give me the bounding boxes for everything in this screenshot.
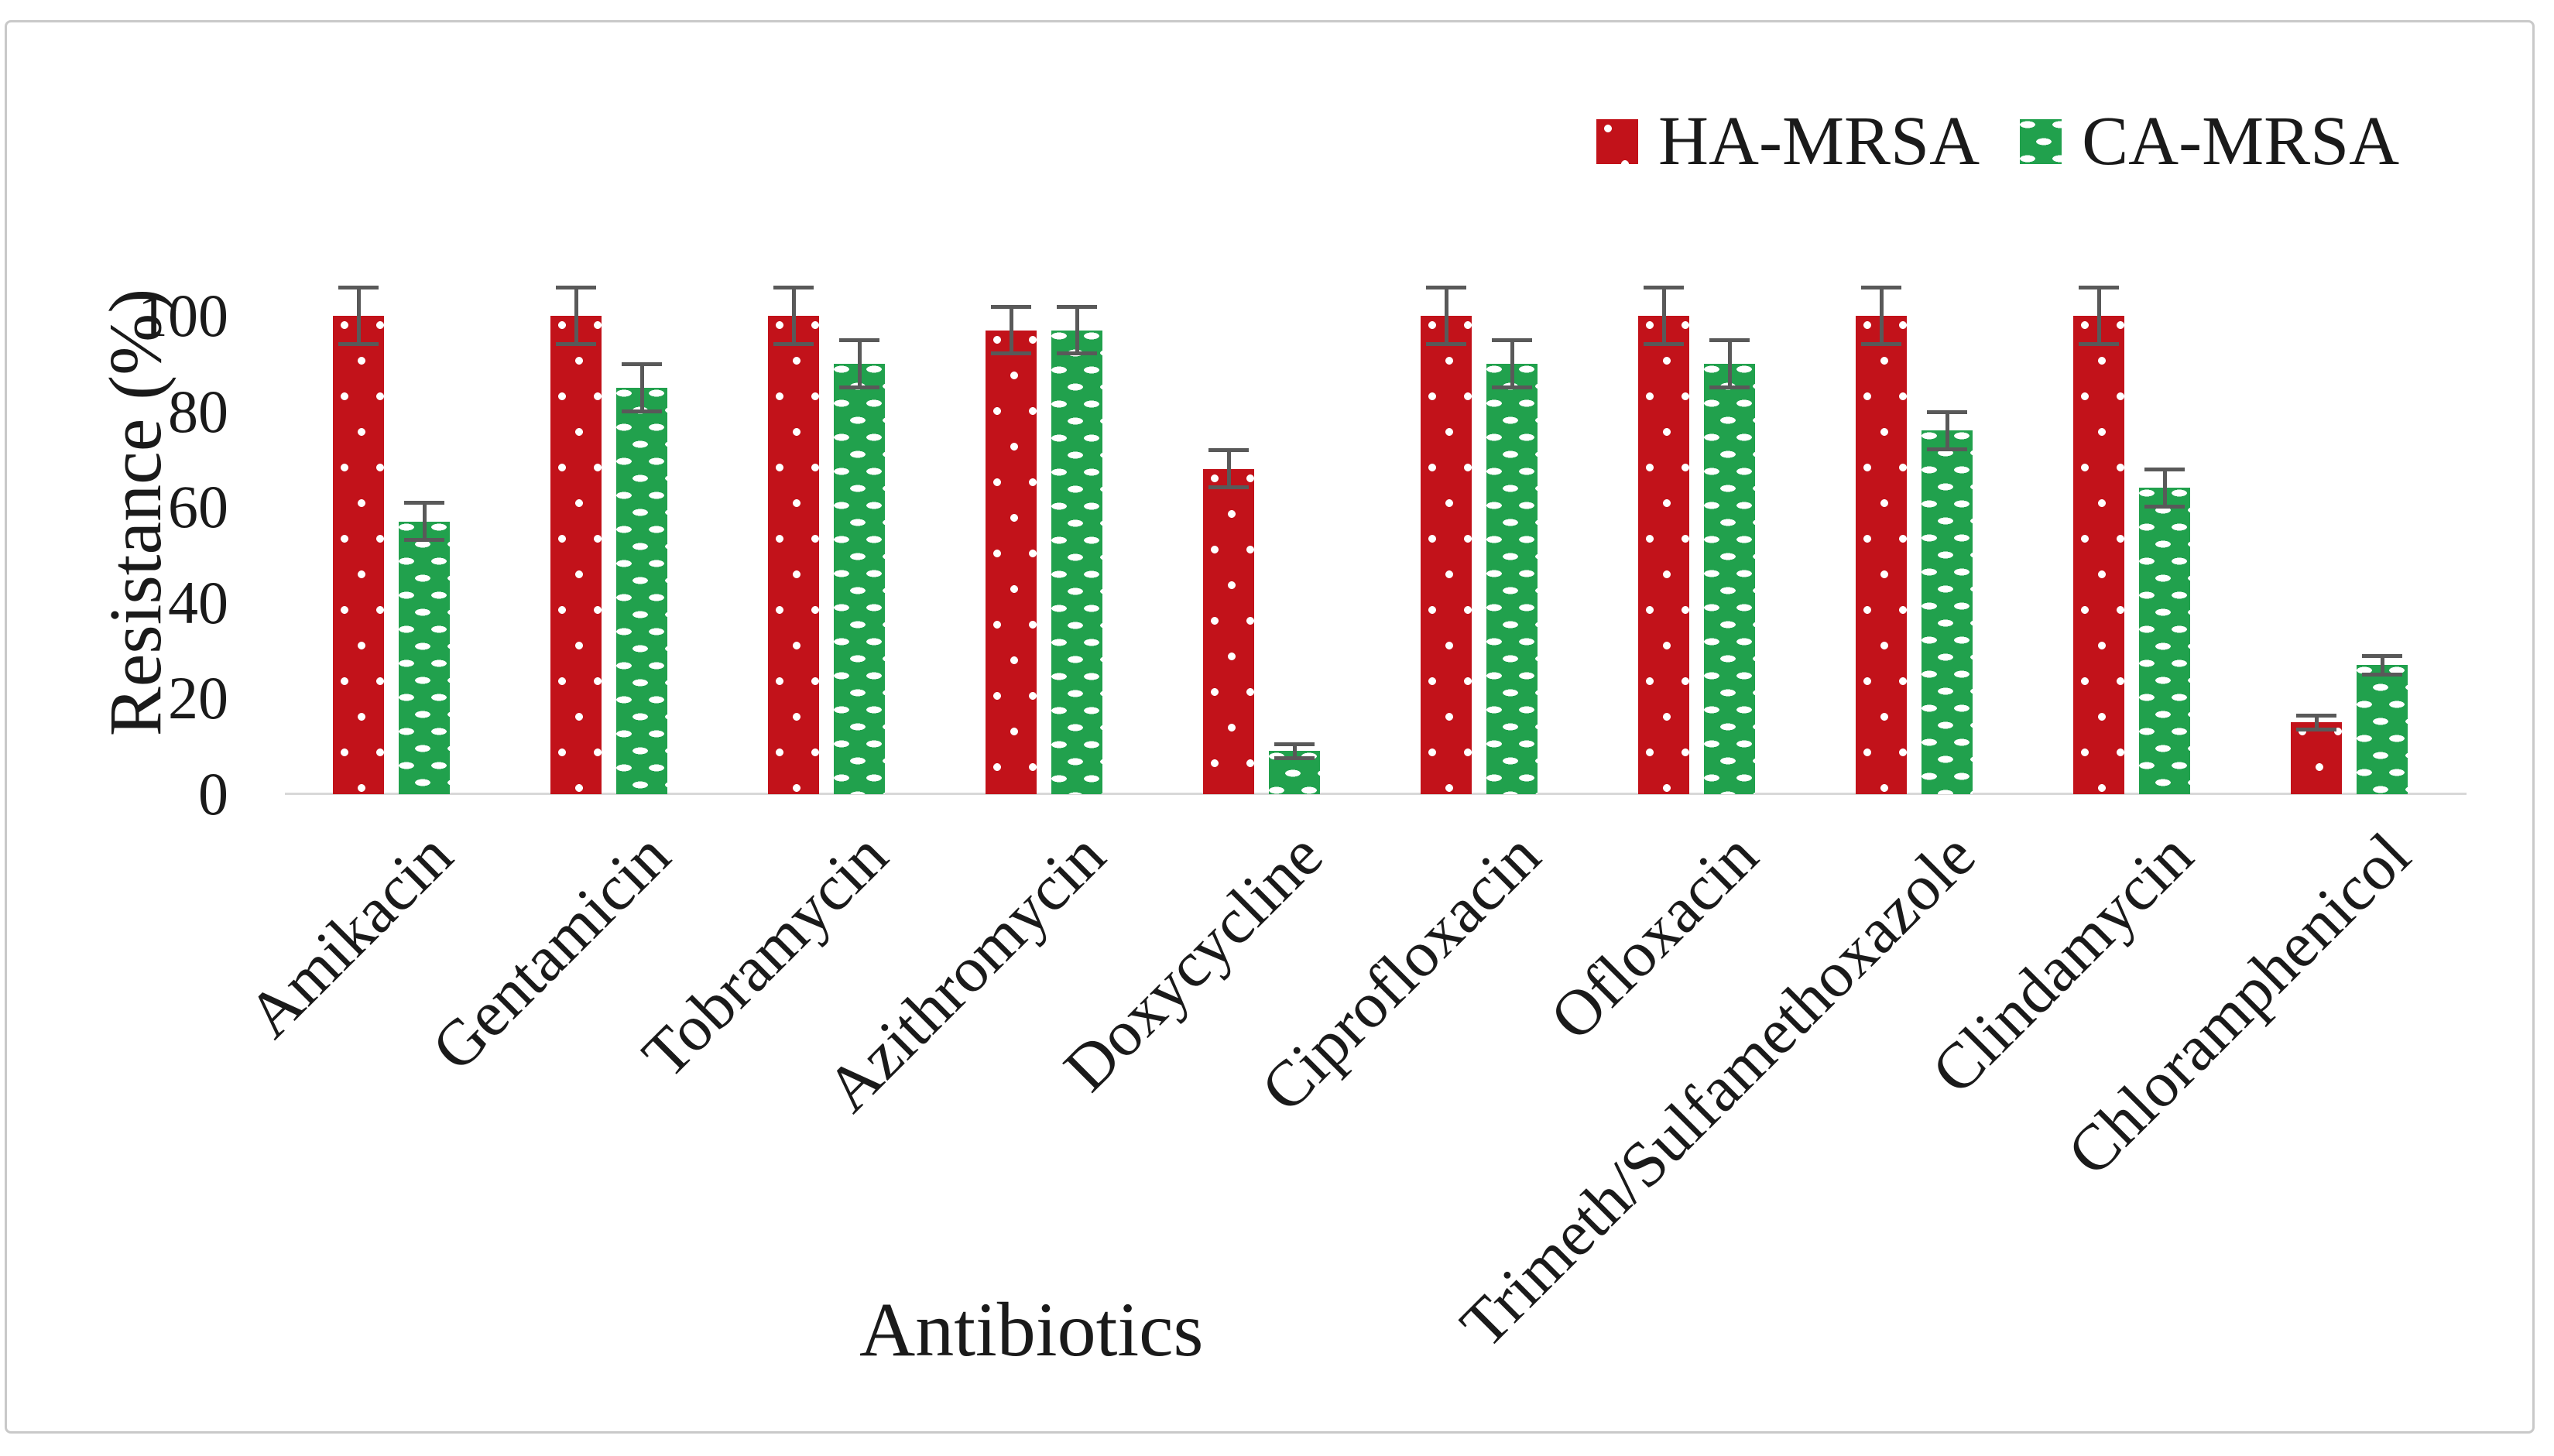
error-bar-cap-bottom — [1274, 755, 1315, 760]
bar-ca-mrsa-tobramycin — [834, 363, 885, 794]
y-tick-label: 60 — [168, 473, 228, 541]
error-bar-line — [1727, 339, 1732, 388]
error-bar-cap-top — [1274, 742, 1315, 747]
bar-ca-mrsa-amikacin — [399, 521, 450, 794]
error-bar-cap-top — [622, 361, 662, 366]
y-tick-label: 20 — [168, 664, 228, 732]
error-bar-line — [791, 286, 796, 345]
x-axis-line — [285, 793, 2467, 795]
y-tick-label: 100 — [138, 282, 228, 349]
error-bar-line — [1661, 286, 1666, 345]
error-bar-cap-bottom — [991, 351, 1031, 356]
error-bar-cap-top — [1709, 337, 1750, 342]
error-bar-line — [2096, 286, 2101, 345]
error-bar-line — [1444, 286, 1448, 345]
error-bar-cap-top — [2362, 653, 2402, 658]
y-tick-label: 40 — [168, 568, 228, 636]
error-bar-cap-top — [1057, 304, 1097, 309]
bar-ca-mrsa-ciprofloxacin — [1486, 363, 1538, 794]
error-bar-line — [1510, 339, 1514, 388]
error-bar-cap-top — [1208, 448, 1249, 453]
bar-ha-mrsa-chloramphenicol — [2291, 722, 2342, 794]
bar-ca-mrsa-ofloxacin — [1704, 363, 1755, 794]
chart-legend: HA-MRSA CA-MRSA — [1596, 107, 2399, 176]
error-bar-cap-bottom — [2296, 727, 2336, 731]
error-bar-cap-top — [773, 285, 814, 289]
error-bar-line — [1292, 744, 1297, 759]
y-tick-label: 0 — [198, 760, 228, 827]
error-bar-cap-bottom — [622, 409, 662, 413]
error-bar-cap-bottom — [1208, 485, 1249, 490]
bar-ha-mrsa-ciprofloxacin — [1421, 316, 1472, 794]
error-bar-cap-top — [2079, 285, 2119, 289]
error-bar-line — [2314, 715, 2319, 730]
error-bar-cap-top — [338, 285, 379, 289]
error-bar-line — [1075, 306, 1079, 355]
error-bar-cap-top — [1492, 337, 1532, 342]
bar-ca-mrsa-chloramphenicol — [2357, 665, 2408, 794]
y-tick-label: 80 — [168, 377, 228, 445]
bar-ca-mrsa-clindamycin — [2139, 488, 2190, 794]
error-bar-cap-top — [1861, 285, 1901, 289]
error-bar-cap-top — [991, 304, 1031, 309]
bar-ha-mrsa-tobramycin — [768, 316, 819, 794]
error-bar-cap-bottom — [1927, 447, 1967, 452]
bar-ha-mrsa-trimeth-sulfamethoxazole — [1856, 316, 1907, 794]
error-bar-cap-top — [1927, 409, 1967, 414]
error-bar-cap-bottom — [2144, 505, 2185, 509]
error-bar-cap-bottom — [1057, 351, 1097, 356]
error-bar-cap-bottom — [556, 342, 596, 347]
legend-swatch-ca-mrsa — [2020, 119, 2062, 164]
error-bar-line — [2380, 655, 2384, 675]
bar-ha-mrsa-azithromycin — [986, 330, 1037, 794]
error-bar-cap-top — [1644, 285, 1684, 289]
error-bar-line — [639, 363, 644, 412]
bar-ca-mrsa-gentamicin — [616, 387, 667, 794]
error-bar-cap-bottom — [773, 342, 814, 347]
bar-ha-mrsa-amikacin — [333, 316, 384, 794]
legend-label-ha-mrsa: HA-MRSA — [1658, 103, 1980, 180]
error-bar-cap-bottom — [2079, 342, 2119, 347]
bar-ca-mrsa-azithromycin — [1051, 330, 1102, 794]
error-bar-cap-bottom — [1644, 342, 1684, 347]
x-axis-title: Antibiotics — [859, 1286, 1204, 1372]
error-bar-cap-top — [2296, 714, 2336, 718]
error-bar-cap-bottom — [338, 342, 379, 347]
error-bar-line — [857, 339, 862, 388]
error-bar-cap-top — [839, 337, 879, 342]
error-bar-cap-bottom — [404, 538, 444, 543]
error-bar-cap-bottom — [1861, 342, 1901, 347]
error-bar-line — [574, 286, 578, 345]
error-bar-line — [2162, 468, 2167, 508]
error-bar-line — [356, 286, 361, 345]
bar-ha-mrsa-clindamycin — [2073, 316, 2124, 794]
bar-ha-mrsa-gentamicin — [550, 316, 602, 794]
error-bar-cap-top — [1426, 285, 1466, 289]
error-bar-line — [1009, 306, 1013, 355]
error-bar-cap-bottom — [1492, 385, 1532, 389]
error-bar-cap-top — [2144, 467, 2185, 471]
error-bar-cap-top — [404, 501, 444, 505]
error-bar-cap-bottom — [1426, 342, 1466, 347]
legend-swatch-ha-mrsa — [1596, 119, 1638, 164]
error-bar-cap-bottom — [839, 385, 879, 389]
error-bar-cap-bottom — [1709, 385, 1750, 389]
error-bar-line — [1879, 286, 1884, 345]
error-bar-line — [1945, 411, 1949, 451]
error-bar-cap-top — [556, 285, 596, 289]
bar-ha-mrsa-doxycycline — [1203, 468, 1254, 794]
error-bar-line — [1226, 450, 1231, 488]
error-bar-line — [422, 502, 427, 541]
legend-label-ca-mrsa: CA-MRSA — [2082, 103, 2400, 180]
error-bar-cap-bottom — [2362, 672, 2402, 677]
bar-ha-mrsa-ofloxacin — [1638, 316, 1689, 794]
bar-ca-mrsa-trimeth-sulfamethoxazole — [1921, 430, 1973, 794]
